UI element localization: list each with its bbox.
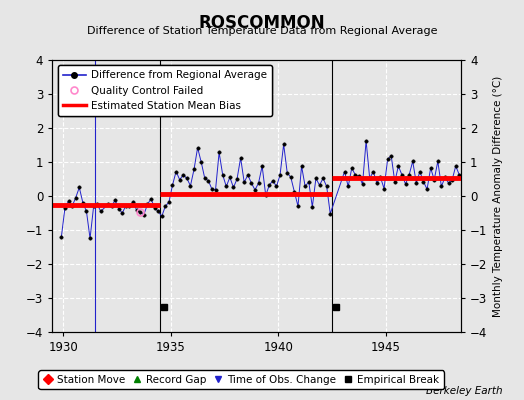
- Text: ROSCOMMON: ROSCOMMON: [199, 14, 325, 32]
- Y-axis label: Monthly Temperature Anomaly Difference (°C): Monthly Temperature Anomaly Difference (…: [493, 75, 503, 317]
- Legend: Station Move, Record Gap, Time of Obs. Change, Empirical Break: Station Move, Record Gap, Time of Obs. C…: [38, 370, 444, 389]
- Text: Berkeley Earth: Berkeley Earth: [427, 386, 503, 396]
- Legend: Difference from Regional Average, Quality Control Failed, Estimated Station Mean: Difference from Regional Average, Qualit…: [58, 65, 272, 116]
- Text: Difference of Station Temperature Data from Regional Average: Difference of Station Temperature Data f…: [87, 26, 437, 36]
